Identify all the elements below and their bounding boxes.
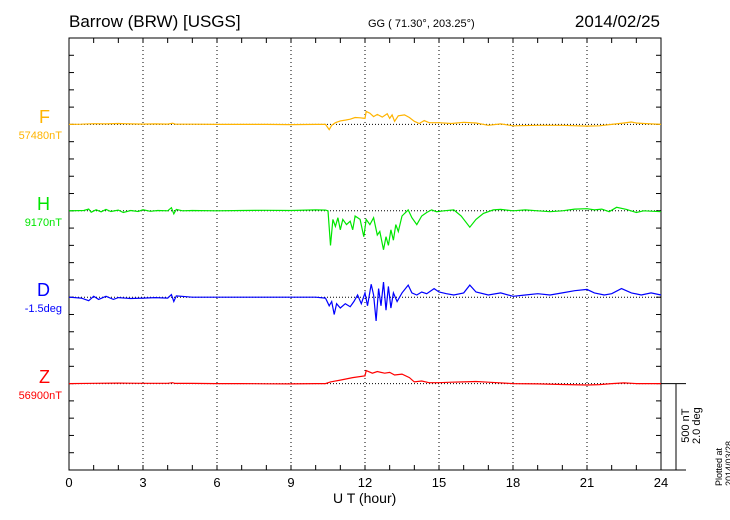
component-label-z: Z: [39, 366, 50, 387]
component-label-f: F: [39, 107, 50, 128]
x-tick-label: 3: [139, 475, 146, 490]
x-tick-label: 9: [287, 475, 294, 490]
component-label-h: H: [37, 193, 50, 214]
geo-coordinates: GG ( 71.30°, 203.25°): [368, 18, 475, 30]
baseline-label-h: 9170nT: [24, 216, 62, 229]
x-tick-label: 15: [432, 475, 446, 490]
series-line-f: [68, 110, 662, 131]
x-axis-label: U T (hour): [333, 490, 397, 506]
series-line-d: [68, 282, 662, 322]
x-tick-label: 18: [506, 475, 520, 490]
baseline-label-d: -1.5deg: [24, 303, 62, 316]
baseline-label-z: 56900nT: [18, 389, 62, 402]
x-tick-label: 21: [580, 475, 594, 490]
series-line-h: [68, 206, 662, 250]
component-label-d: D: [37, 280, 50, 301]
series-line-z: [68, 369, 661, 386]
baseline-label-f: 57480nT: [18, 130, 62, 143]
plot-date: 2014/02/25: [574, 12, 660, 31]
x-tick-label: 12: [358, 475, 372, 490]
x-tick-label: 6: [213, 475, 220, 490]
x-tick-label: 24: [654, 475, 668, 490]
x-tick-label: 0: [65, 475, 72, 490]
station-title: Barrow (BRW) [USGS]: [69, 12, 241, 31]
